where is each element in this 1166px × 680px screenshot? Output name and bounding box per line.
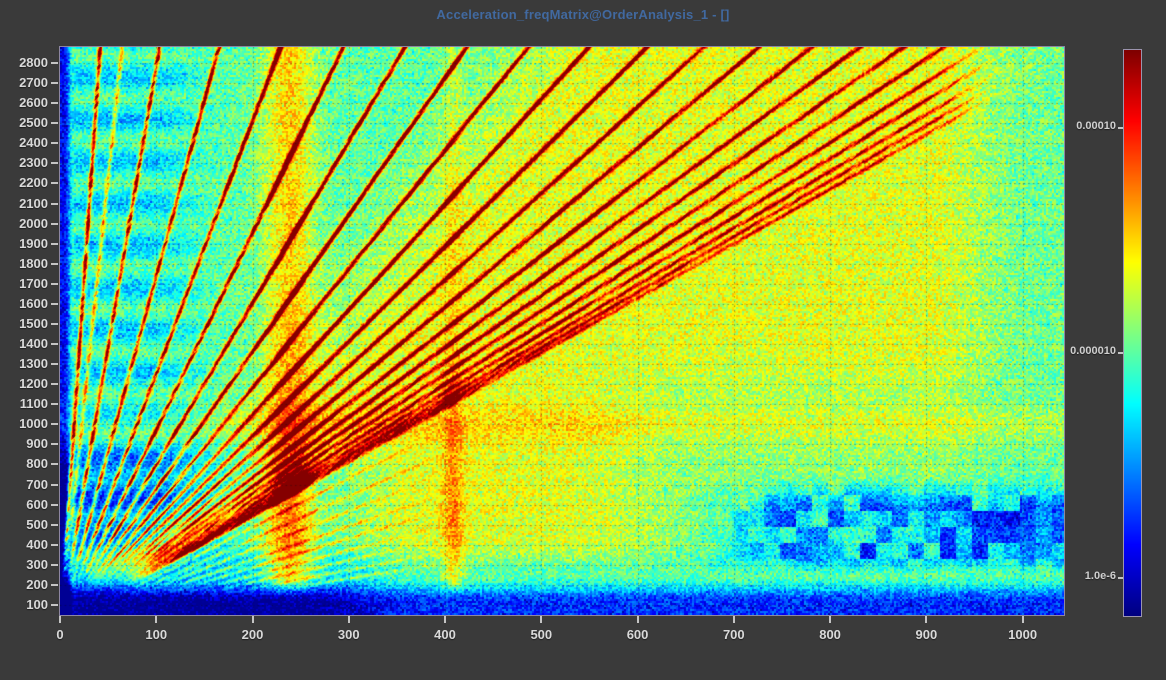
y-tick-mark xyxy=(51,222,58,225)
plot-title: Acceleration_freqMatrix@OrderAnalysis_1 … xyxy=(436,7,730,22)
y-tick-mark xyxy=(51,443,58,446)
y-tick-mark xyxy=(51,603,58,606)
y-tick-mark xyxy=(51,122,58,125)
colorbar[interactable] xyxy=(1123,49,1142,617)
y-tick-mark xyxy=(51,142,58,145)
y-tick-mark xyxy=(51,182,58,185)
y-tick-label: 400 xyxy=(26,536,48,552)
x-tick-mark xyxy=(636,616,639,623)
y-tick-label: 1900 xyxy=(19,235,48,251)
x-tick-mark xyxy=(59,616,61,623)
x-tick-mark xyxy=(540,616,543,623)
y-tick-label: 2100 xyxy=(19,195,48,211)
y-tick-label: 1600 xyxy=(19,295,48,311)
y-tick-mark xyxy=(51,262,58,265)
x-tick-mark xyxy=(155,616,158,623)
y-tick-label: 800 xyxy=(26,456,48,472)
y-tick-label: 1700 xyxy=(19,275,48,291)
y-tick-mark xyxy=(51,82,58,85)
x-tick-label: 700 xyxy=(722,627,745,642)
y-tick-label: 1000 xyxy=(19,416,48,432)
y-tick-label: 1800 xyxy=(19,255,48,271)
x-tick-mark xyxy=(251,616,254,623)
y-tick-mark xyxy=(51,282,58,285)
y-tick-label: 1200 xyxy=(19,376,48,392)
colorbar-tick-mark xyxy=(1118,127,1123,130)
y-tick-label: 2200 xyxy=(19,175,48,191)
x-tick-mark xyxy=(829,616,832,623)
y-tick-label: 900 xyxy=(26,436,48,452)
y-tick-label: 200 xyxy=(26,576,48,592)
y-tick-label: 1400 xyxy=(19,336,48,352)
colorbar-tick-mark xyxy=(1118,352,1123,355)
y-tick-mark xyxy=(51,543,58,546)
colorbar-tick-label: 1.0e-6 xyxy=(1084,569,1116,582)
y-tick-mark xyxy=(51,503,58,506)
colorbar-gradient xyxy=(1124,50,1141,616)
y-tick-label: 1100 xyxy=(19,396,48,412)
x-tick-mark xyxy=(1021,616,1024,623)
y-tick-label: 300 xyxy=(26,556,48,572)
y-tick-label: 500 xyxy=(26,516,48,532)
y-tick-label: 2500 xyxy=(19,115,48,131)
y-tick-label: 2000 xyxy=(19,215,48,231)
x-tick-label: 0 xyxy=(56,627,64,642)
y-tick-label: 2800 xyxy=(19,55,48,71)
x-tick-label: 200 xyxy=(241,627,264,642)
x-tick-label: 1000 xyxy=(1008,627,1038,642)
x-tick-mark xyxy=(444,616,447,623)
y-tick-mark xyxy=(51,102,58,105)
x-tick-label: 100 xyxy=(145,627,168,642)
y-tick-label: 1300 xyxy=(19,356,48,372)
y-tick-mark xyxy=(51,583,58,586)
x-tick-label: 500 xyxy=(530,627,553,642)
y-tick-mark xyxy=(51,162,58,165)
y-tick-mark xyxy=(51,343,58,346)
spectrogram-canvas[interactable] xyxy=(60,47,1064,615)
y-tick-mark xyxy=(51,403,58,406)
y-tick-label: 2300 xyxy=(19,155,48,171)
y-tick-label: 1500 xyxy=(19,315,48,331)
y-tick-mark xyxy=(51,322,58,325)
y-tick-mark xyxy=(51,202,58,205)
y-tick-mark xyxy=(51,363,58,366)
y-tick-label: 2400 xyxy=(19,135,48,151)
x-tick-label: 400 xyxy=(434,627,456,642)
x-tick-mark xyxy=(925,616,928,623)
x-tick-label: 900 xyxy=(915,627,938,642)
x-tick-label: 600 xyxy=(626,627,649,642)
y-tick-mark xyxy=(51,523,58,526)
colorbar-tick-mark xyxy=(1118,576,1123,579)
y-tick-mark xyxy=(51,302,58,305)
y-tick-mark xyxy=(51,62,58,65)
y-tick-label: 2600 xyxy=(19,95,48,111)
y-tick-label: 100 xyxy=(26,596,48,612)
y-tick-mark xyxy=(51,383,58,386)
y-tick-mark xyxy=(51,563,58,566)
x-tick-mark xyxy=(347,616,350,623)
x-tick-mark xyxy=(732,616,735,623)
y-tick-mark xyxy=(51,242,58,245)
x-tick-label: 300 xyxy=(337,627,360,642)
y-tick-mark xyxy=(51,423,58,426)
colorbar-tick-label: 0.000010 xyxy=(1070,345,1116,358)
spectrogram-plot[interactable] xyxy=(59,46,1065,616)
x-tick-label: 800 xyxy=(819,627,841,642)
y-tick-mark xyxy=(51,463,58,466)
y-tick-label: 700 xyxy=(26,476,48,492)
y-tick-label: 2700 xyxy=(19,75,48,91)
y-tick-mark xyxy=(51,483,58,486)
colorbar-tick-label: 0.00010 xyxy=(1076,120,1116,133)
y-tick-label: 600 xyxy=(26,496,48,512)
